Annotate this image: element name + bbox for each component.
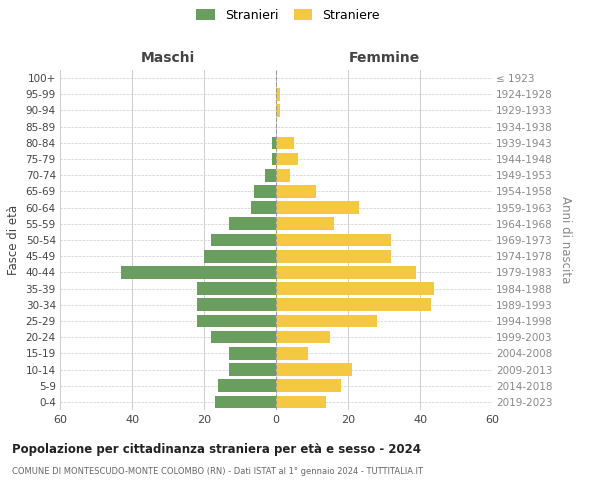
Bar bbox=[229, 347, 276, 360]
Bar bbox=[276, 266, 416, 278]
Bar bbox=[204, 250, 276, 262]
Bar bbox=[254, 185, 276, 198]
Bar bbox=[197, 314, 276, 328]
Bar bbox=[276, 88, 280, 101]
Bar bbox=[276, 282, 434, 295]
Bar bbox=[276, 250, 391, 262]
Bar bbox=[211, 234, 276, 246]
Bar bbox=[121, 266, 276, 278]
Bar bbox=[265, 169, 276, 181]
Bar bbox=[276, 396, 326, 408]
Bar bbox=[276, 185, 316, 198]
Bar bbox=[276, 218, 334, 230]
Bar bbox=[197, 282, 276, 295]
Bar bbox=[211, 331, 276, 344]
Bar bbox=[272, 136, 276, 149]
Bar bbox=[276, 380, 341, 392]
Bar bbox=[251, 202, 276, 214]
Bar bbox=[218, 380, 276, 392]
Bar bbox=[276, 314, 377, 328]
Bar bbox=[276, 104, 280, 117]
Bar bbox=[276, 152, 298, 166]
Text: COMUNE DI MONTESCUDO-MONTE COLOMBO (RN) - Dati ISTAT al 1° gennaio 2024 - TUTTIT: COMUNE DI MONTESCUDO-MONTE COLOMBO (RN) … bbox=[12, 468, 423, 476]
Bar bbox=[276, 234, 391, 246]
Bar bbox=[272, 152, 276, 166]
Y-axis label: Fasce di età: Fasce di età bbox=[7, 205, 20, 275]
Bar bbox=[215, 396, 276, 408]
Text: Maschi: Maschi bbox=[141, 51, 195, 65]
Bar bbox=[276, 169, 290, 181]
Bar bbox=[276, 347, 308, 360]
Bar bbox=[276, 331, 330, 344]
Bar bbox=[276, 136, 294, 149]
Y-axis label: Anni di nascita: Anni di nascita bbox=[559, 196, 572, 284]
Legend: Stranieri, Straniere: Stranieri, Straniere bbox=[196, 8, 380, 22]
Bar bbox=[197, 298, 276, 311]
Text: Femmine: Femmine bbox=[349, 51, 419, 65]
Bar bbox=[276, 298, 431, 311]
Bar bbox=[276, 363, 352, 376]
Bar bbox=[276, 202, 359, 214]
Bar bbox=[229, 218, 276, 230]
Text: Popolazione per cittadinanza straniera per età e sesso - 2024: Popolazione per cittadinanza straniera p… bbox=[12, 442, 421, 456]
Bar bbox=[229, 363, 276, 376]
